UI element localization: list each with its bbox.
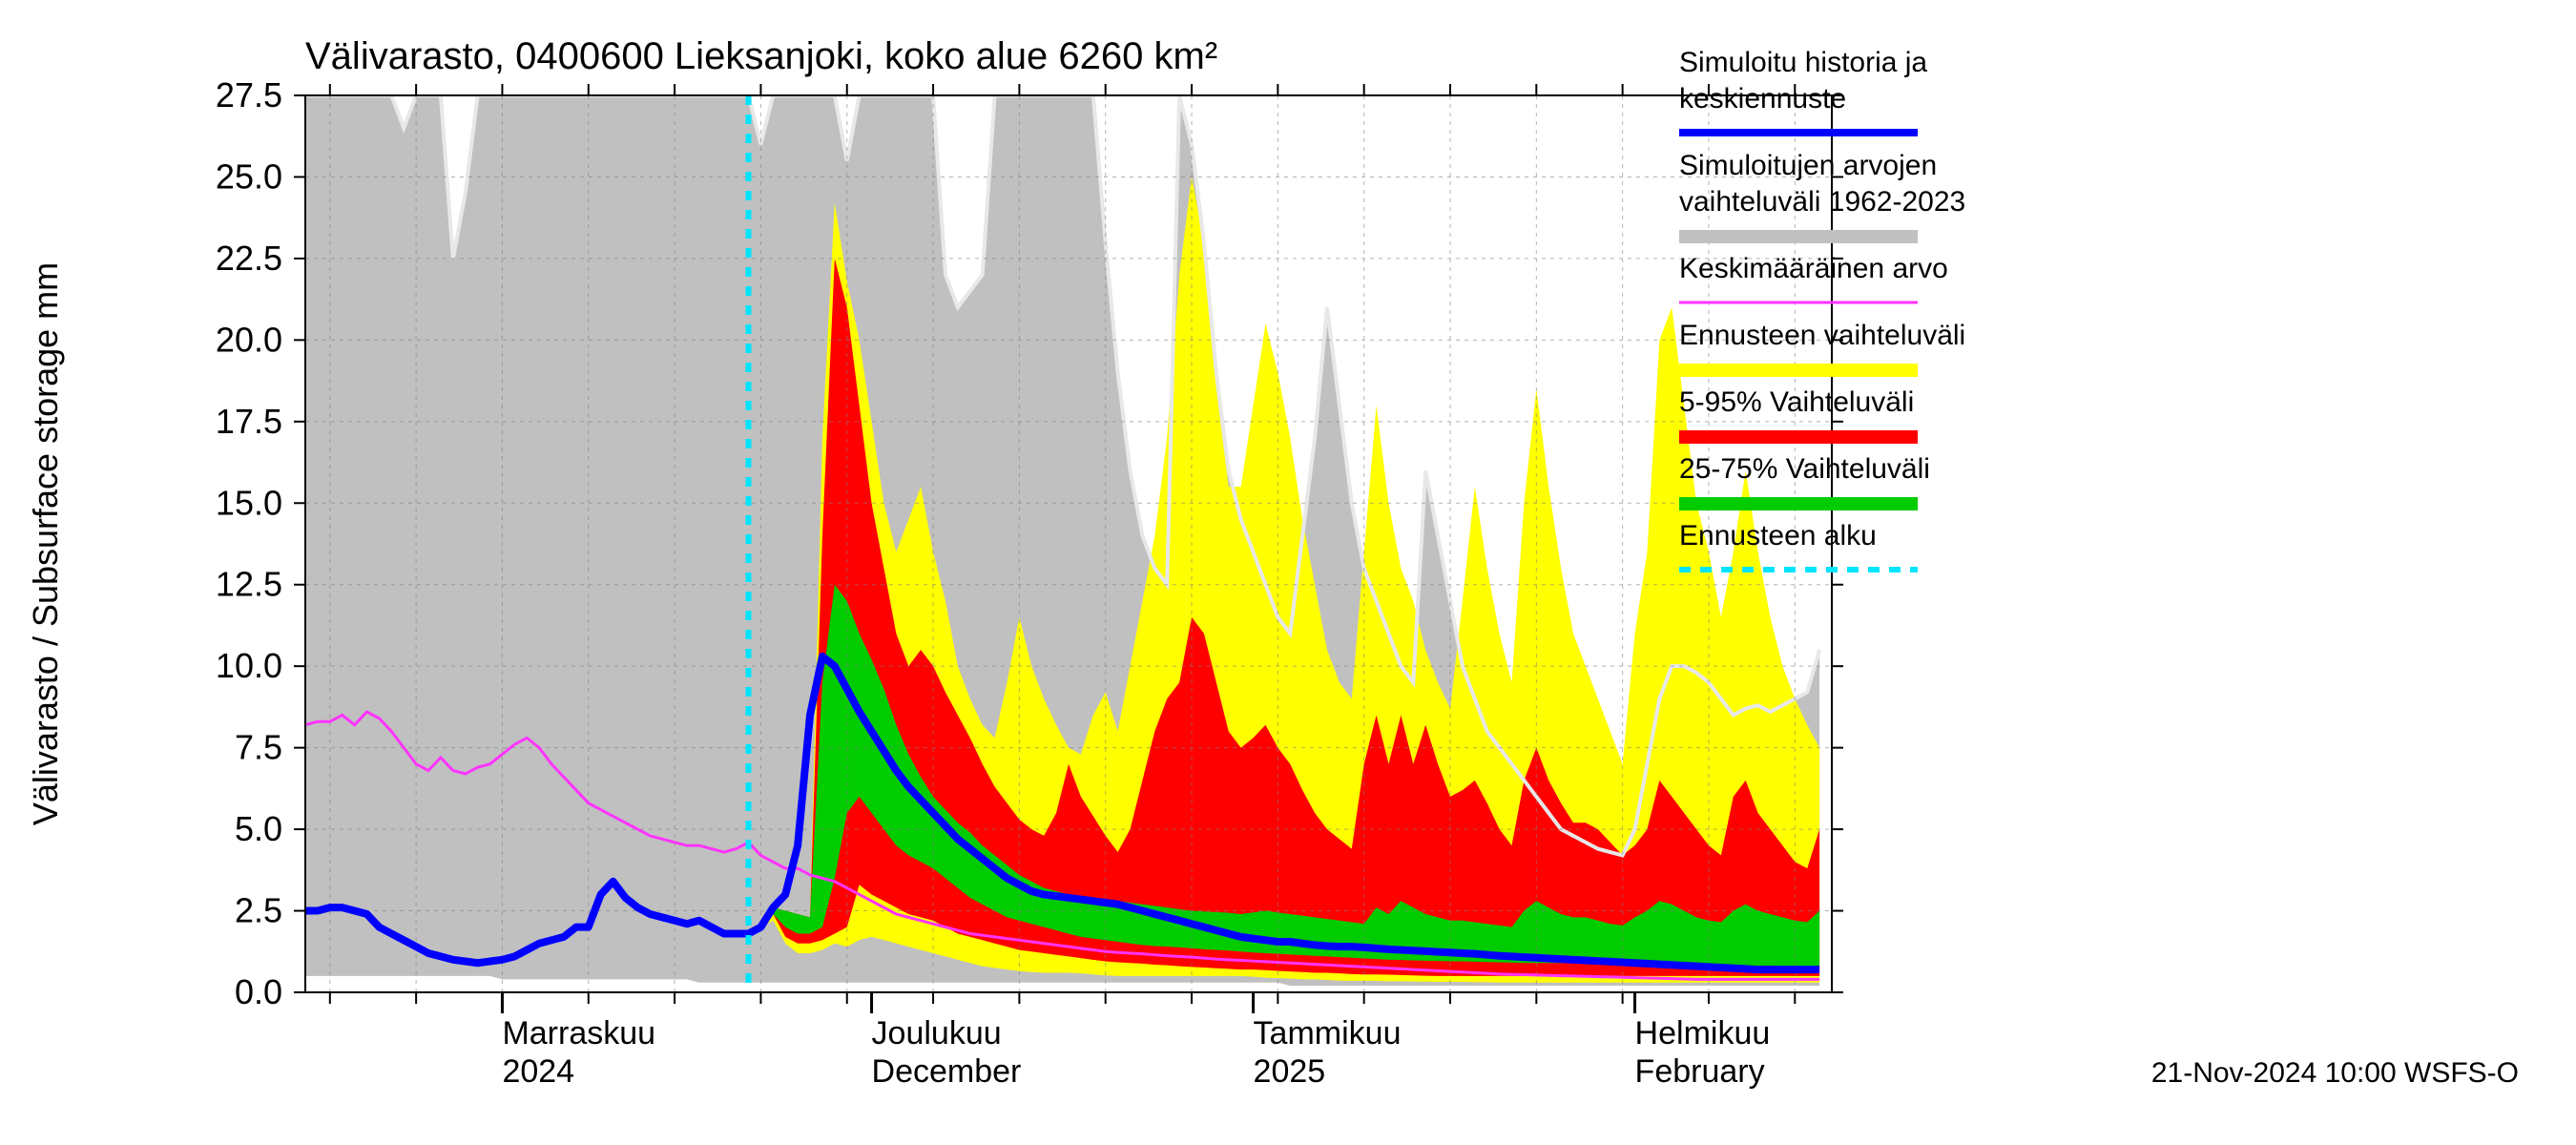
x-major-sublabel: 2024 (502, 1053, 574, 1090)
x-major-label: Helmikuu (1635, 1015, 1771, 1051)
y-tick-label: 10.0 (216, 646, 282, 685)
legend-swatch (1679, 230, 1918, 243)
y-tick-label: 22.5 (216, 239, 282, 278)
chart-stage: { "chart": { "type": "area+line", "title… (0, 0, 2576, 1145)
legend-item-label: Simuloitu historia ja (1679, 47, 1927, 78)
legend-swatch (1679, 364, 1918, 377)
legend-item-label: 25-75% Vaihteluväli (1679, 453, 1930, 485)
x-major-label: Marraskuu (502, 1015, 655, 1051)
chart-svg: 0.0 2.5 5.0 7.5 10.0 12.5 15.0 17.5 20.0 22.5 25.0… (0, 0, 2576, 1145)
y-tick-label: 5.0 (235, 809, 282, 848)
y-tick-label: 7.5 (235, 728, 282, 767)
x-major-label: Joulukuu (872, 1015, 1002, 1051)
y-tick-label: 15.0 (216, 483, 282, 522)
y-tick-label: 17.5 (216, 402, 282, 441)
x-major-sublabel: February (1635, 1053, 1765, 1090)
legend-item-label2: vaihteluväli 1962-2023 (1679, 186, 1965, 218)
legend-swatch (1679, 497, 1918, 510)
x-major-sublabel: 2025 (1254, 1053, 1326, 1090)
y-tick-label: 20.0 (216, 320, 282, 359)
legend-item-label: Ennusteen vaihteluväli (1679, 320, 1965, 351)
y-tick-label: 2.5 (235, 891, 282, 930)
x-major-sublabel: December (872, 1053, 1022, 1090)
y-tick-label: 27.5 (216, 75, 282, 114)
legend-item-label2: keskiennuste (1679, 83, 1846, 114)
legend-item-label: 5-95% Vaihteluväli (1679, 386, 1914, 418)
y-tick-label: 0.0 (235, 972, 282, 1011)
legend-swatch (1679, 430, 1918, 444)
legend-item-label: Simuloitujen arvojen (1679, 150, 1937, 181)
x-major-label: Tammikuu (1254, 1015, 1402, 1051)
render-timestamp: 21-Nov-2024 10:00 WSFS-O (2151, 1057, 2519, 1089)
y-tick-label: 12.5 (216, 565, 282, 604)
legend-item-label: Keskimääräinen arvo (1679, 253, 1948, 284)
y-tick-label: 25.0 (216, 156, 282, 196)
legend-item-label: Ennusteen alku (1679, 520, 1877, 552)
chart-title: Välivarasto, 0400600 Lieksanjoki, koko a… (305, 35, 1217, 77)
y-axis-label: Välivarasto / Subsurface storage mm (26, 262, 65, 825)
